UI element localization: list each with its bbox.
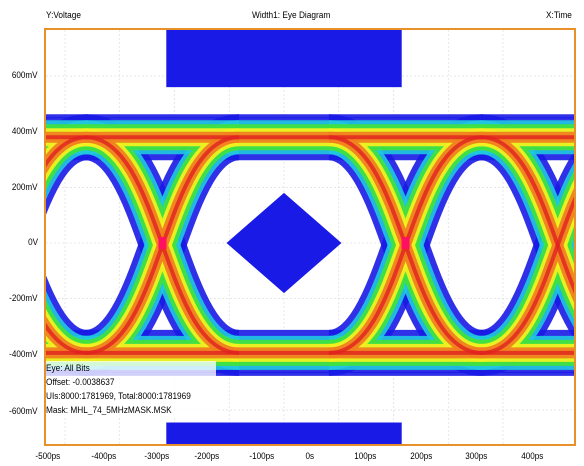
plot-header: Y:Voltage Width1: Eye Diagram X:Time [0,0,584,28]
x-tick-label: 300ps [465,451,488,461]
mask-bottom-region [166,422,402,444]
crossing-point [158,237,167,249]
y-tick-label: -400mV [9,349,38,359]
x-tick-label: 100ps [354,451,377,461]
y-tick-label: 400mV [12,126,38,136]
measurement-info-box: Eye: All Bits Offset: -0.0038637 UIs:800… [46,361,216,417]
x-tick-label: -100ps [249,451,275,461]
mask-info: Mask: MHL_74_5MHzMASK.MSK [46,405,172,415]
eye-trace [46,322,87,355]
plot-title: Width1: Eye Diagram [252,10,331,20]
x-tick-label: -500ps [35,451,61,461]
y-axis-label: Y:Voltage [46,10,82,20]
x-tick-label: 200ps [410,451,433,461]
mask-top-region [166,30,402,88]
eye-diagram-canvas[interactable] [46,30,574,444]
y-tick-label: -600mV [9,406,38,416]
y-tick-label: 200mV [12,182,38,192]
x-axis-label: X:Time [546,10,572,20]
y-tick-label: -200mV [9,293,38,303]
eye-trace [46,135,87,168]
y-tick-label: 600mV [12,70,38,80]
x-tick-label: -300ps [144,451,170,461]
offset-info: Offset: -0.0038637 [46,377,115,387]
mask-center-diamond [226,192,342,294]
eye-diagram-plot[interactable] [44,28,576,446]
eye-info: Eye: All Bits [46,363,90,373]
x-tick-label: 400ps [521,451,544,461]
y-tick-label: 0V [28,237,38,247]
x-tick-label: -400ps [91,451,117,461]
eye-trace [481,135,574,294]
uis-info: UIs:8000:1781969, Total:8000:1781969 [46,391,191,401]
x-tick-label: 0s [305,451,315,461]
x-tick-label: -200ps [194,451,220,461]
crossing-point [401,237,410,249]
eye-traces [46,114,574,376]
mask-regions [166,30,402,444]
